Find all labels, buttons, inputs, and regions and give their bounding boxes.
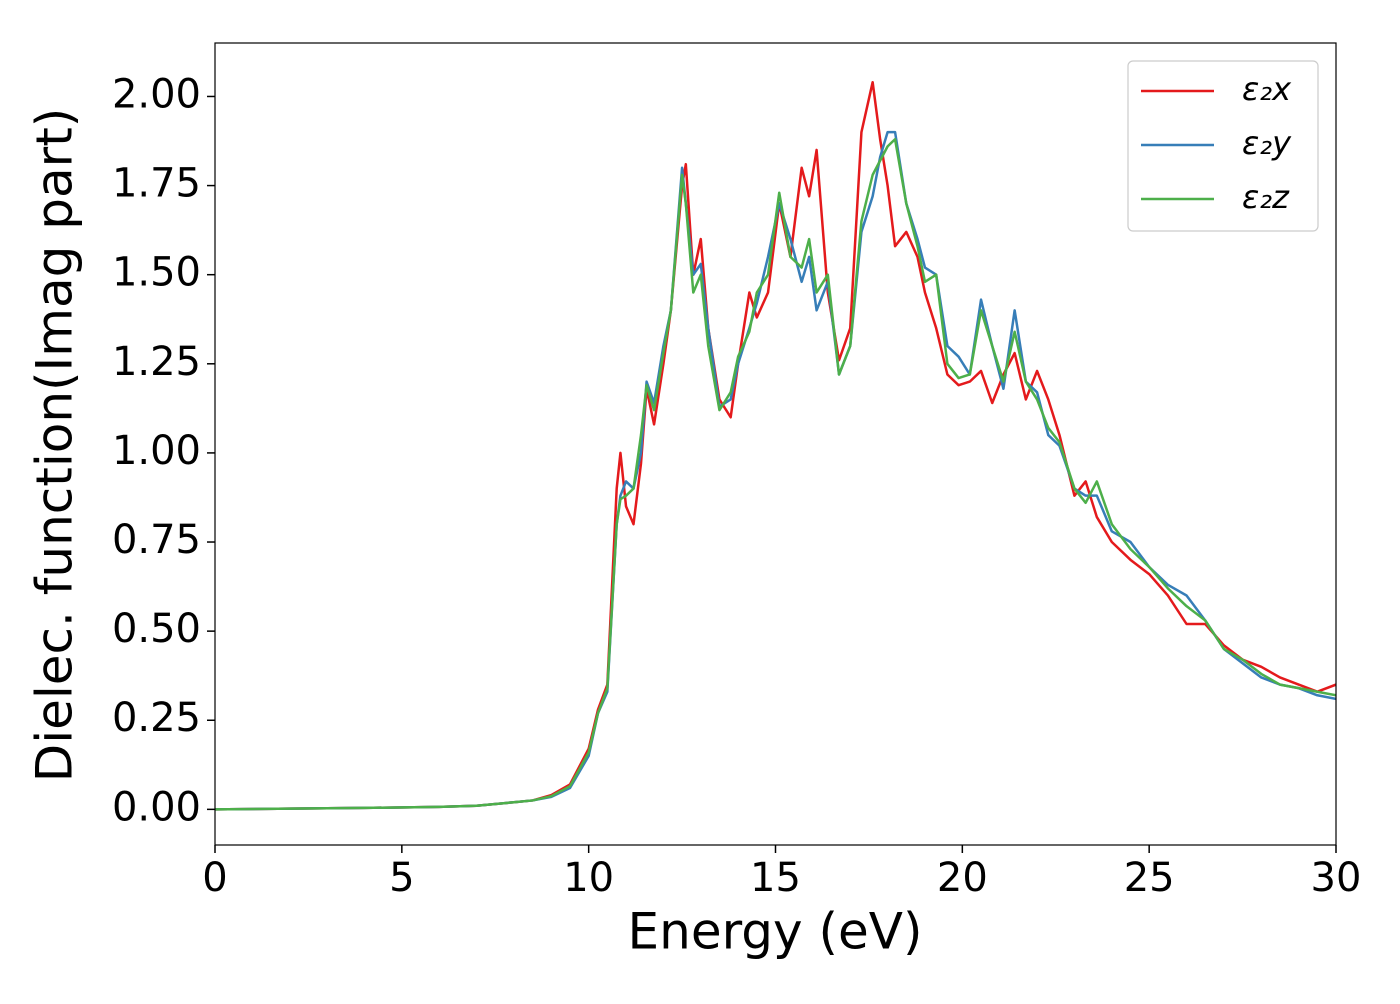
legend-label: ε₂x [1242, 70, 1292, 108]
legend-label: ε₂y [1242, 124, 1292, 162]
plot-frame [214, 42, 1337, 846]
y-axis-label: Dielec. function(Imag part) [26, 108, 84, 783]
x-axis-label: Energy (eV) [628, 903, 923, 961]
y-tick-label: 1.75 [112, 161, 201, 207]
x-tick-label: 25 [1124, 855, 1175, 901]
x-tick-label: 20 [937, 855, 988, 901]
y-tick-label: 0.75 [112, 517, 201, 563]
y-tick-label: 1.00 [112, 428, 201, 474]
x-tick-label: 10 [563, 855, 614, 901]
y-tick-label: 0.25 [112, 695, 201, 741]
x-tick-label: 30 [1311, 855, 1362, 901]
x-tick-label: 0 [202, 855, 227, 901]
y-tick-label: 1.25 [112, 339, 201, 385]
y-tick-label: 2.00 [112, 71, 201, 117]
y-tick-label: 0.50 [112, 606, 201, 652]
y-tick-label: 0.00 [112, 784, 201, 830]
data-line [215, 137, 1336, 811]
legend-box [1127, 60, 1319, 232]
legend-label: ε₂z [1242, 178, 1290, 216]
x-tick-label: 15 [750, 855, 801, 901]
y-tick-label: 1.50 [112, 250, 201, 296]
x-tick-label: 5 [389, 855, 414, 901]
